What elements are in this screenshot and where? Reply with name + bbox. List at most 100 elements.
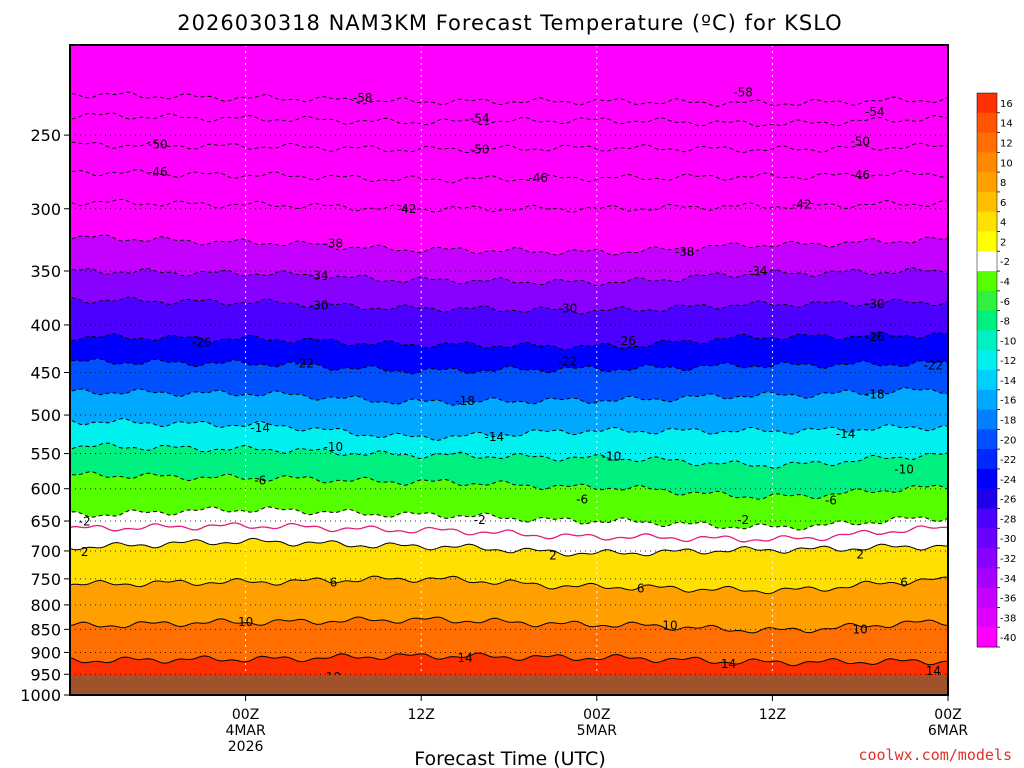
contour-label: -22: [924, 358, 944, 372]
colorbar: 16 14 12 10 8 6 4 2 -2 -4 -6 -8 -10 -12 -14 -16 -18 -20 -2…: [976, 92, 1016, 648]
contour-label: -26: [865, 330, 885, 344]
isotherm--46: [70, 169, 948, 184]
isotherm--50: [70, 141, 948, 154]
contour-label: -34: [309, 269, 329, 283]
isotherm-contours: [70, 91, 948, 667]
colorbar-label: -20: [1000, 435, 1016, 446]
colorbar-swatch: [977, 350, 997, 371]
contour-label: -46: [148, 165, 168, 179]
isotherm-14: [70, 652, 948, 667]
isotherm--42: [70, 198, 948, 213]
contour-label: -58: [353, 91, 373, 105]
isotherm--54: [70, 112, 948, 127]
colorbar-swatch: [977, 607, 997, 628]
isotherm--38: [70, 234, 948, 256]
contour-label: 10: [853, 622, 868, 636]
colorbar-label: -8: [1000, 317, 1010, 328]
contour-label: -18: [865, 387, 885, 401]
colorbar-label: -4: [1000, 277, 1010, 288]
y-tick-label: 700: [30, 542, 61, 561]
freezing-band: [70, 506, 948, 556]
contour-label: -22: [558, 355, 578, 369]
colorbar-label: -38: [1000, 613, 1016, 624]
x-axis: 00Z 4MAR 2026 12Z 00Z 5MAR 12Z 00Z 6MAR: [225, 695, 968, 755]
y-tick-label: 600: [30, 480, 61, 499]
colorbar-label: -14: [1000, 376, 1016, 387]
credit-url: coolwx.com/models: [858, 746, 1012, 764]
colorbar-swatch: [977, 409, 997, 430]
y-tick-label: 950: [30, 665, 61, 684]
contour-label: -10: [324, 440, 344, 454]
isotherm--2: [70, 506, 948, 531]
isotherm--30: [70, 296, 948, 315]
y-tick-label: 550: [30, 445, 61, 464]
colorbar-swatch: [977, 508, 997, 529]
contour-label: -50: [470, 142, 490, 156]
colorbar-label: -12: [1000, 356, 1016, 367]
freezing-isotherm: [70, 522, 948, 543]
contour-label: 10: [662, 619, 677, 633]
colorbar-label: -34: [1000, 574, 1016, 585]
chart-title: 2026030318 NAM3KM Forecast Temperature (…: [177, 11, 842, 35]
contour-label: 14: [457, 651, 472, 665]
colorbar-swatch: [977, 231, 997, 252]
temperature-fill: [70, 45, 948, 695]
x-tick-label: 12Z: [407, 707, 434, 723]
contour-label: 6: [637, 581, 645, 595]
contour-label: -6: [576, 492, 588, 506]
x-tick-label: 00Z 4MAR 2026: [225, 707, 266, 755]
contour-label: -18: [455, 394, 475, 408]
contour-labels: -58 -58 -54 -54 -50 -50 -50 -46 -46 -46 -42 -42 -38 -…: [79, 86, 944, 692]
y-tick-label: 450: [30, 364, 61, 383]
colorbar-swatch: [977, 389, 997, 411]
colorbar-swatch: [977, 528, 997, 549]
colorbar-swatch: [977, 468, 997, 490]
y-tick-label: 400: [30, 316, 61, 335]
contour-label: 10: [238, 615, 253, 629]
colorbar-label: 14: [1000, 119, 1013, 130]
y-tick-label: 750: [30, 570, 61, 589]
colorbar-swatch: [977, 567, 997, 589]
isotherm--6: [70, 471, 948, 500]
contour-label: -14: [485, 430, 505, 444]
colorbar-label: -40: [1000, 633, 1016, 644]
isotherm--22: [70, 357, 948, 375]
contour-label: 14: [721, 657, 736, 671]
contour-label: 2: [81, 545, 89, 559]
isotherm-10: [70, 616, 948, 634]
contour-label: -50: [850, 135, 870, 149]
plot-area: -58 -58 -54 -54 -50 -50 -50 -46 -46 -46 -42 -42 -38 -…: [70, 45, 948, 695]
colorbar-label: 4: [1000, 218, 1006, 229]
x-tick-label: 00Z 6MAR: [928, 707, 969, 739]
colorbar-swatch: [977, 488, 997, 509]
colorbar-swatch: [977, 93, 997, 114]
colorbar-label: 2: [1000, 237, 1006, 248]
contour-label: -30: [558, 301, 578, 315]
isotherm--26: [70, 331, 948, 351]
colorbar-swatch: [977, 449, 997, 470]
contour-label: -2: [474, 513, 486, 527]
colorbar-swatch: [977, 132, 997, 153]
colorbar-swatch: [977, 112, 997, 134]
contour-label: -30: [309, 298, 329, 312]
colorbar-label: -28: [1000, 514, 1016, 525]
x-tick-label: 00Z 5MAR: [577, 707, 618, 739]
plot-frame: [69, 44, 949, 696]
y-tick-label: 1000: [20, 686, 61, 705]
y-tick-label: 900: [30, 643, 61, 662]
isotherm--18: [70, 387, 948, 406]
colorbar-label: 8: [1000, 178, 1006, 189]
isotherm-6: [70, 575, 948, 595]
isotherm--14: [70, 418, 948, 442]
contour-label: -38: [324, 237, 344, 251]
contour-label: 6: [900, 576, 908, 590]
x-axis-label: Forecast Time (UTC): [414, 748, 605, 768]
colorbar-label: 6: [1000, 198, 1006, 209]
contour-label: -30: [865, 297, 885, 311]
colorbar-swatch: [977, 627, 997, 648]
contour-label: 2: [856, 547, 864, 561]
contour-label: -58: [733, 86, 753, 100]
colorbar-label: 10: [1000, 158, 1013, 169]
colorbar-label: -10: [1000, 336, 1016, 347]
